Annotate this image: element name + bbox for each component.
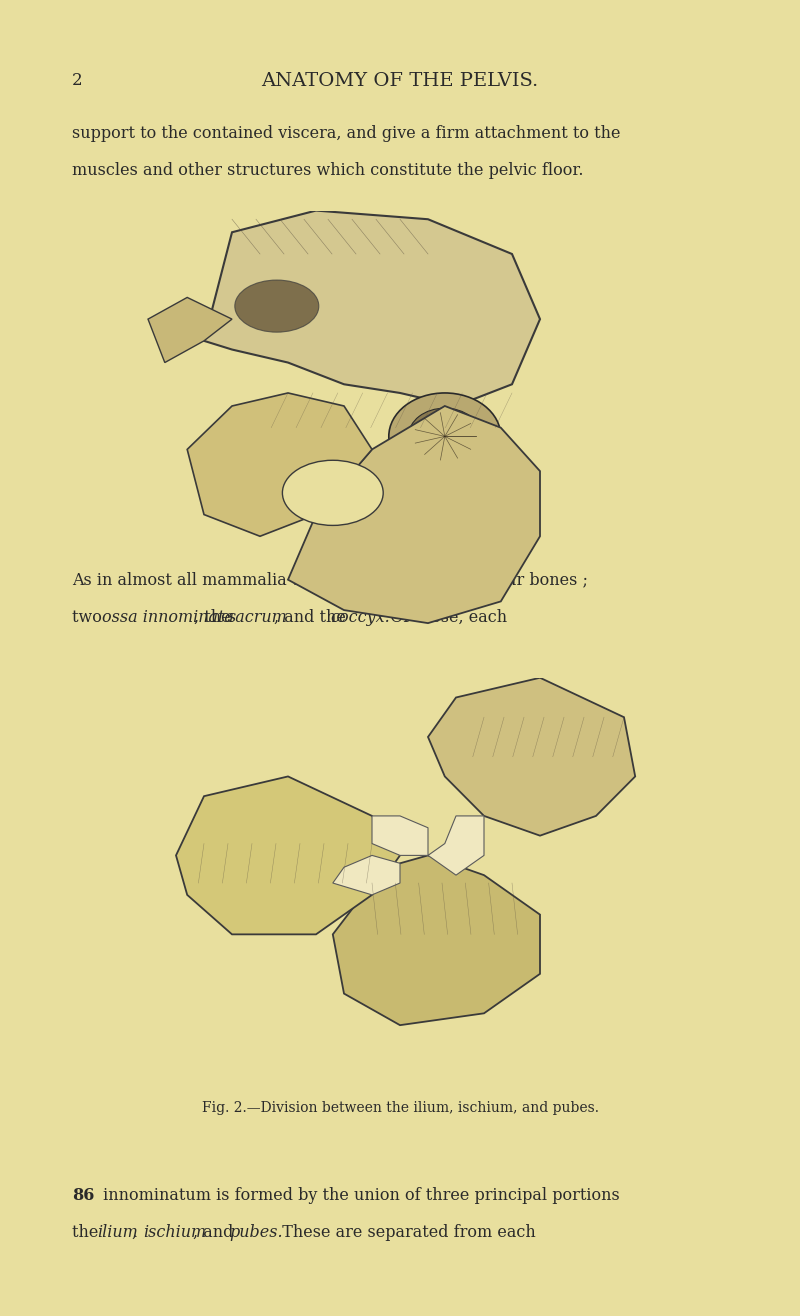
Text: Of these, each: Of these, each	[380, 609, 507, 626]
Polygon shape	[333, 855, 400, 895]
Text: As in almost all mammalia the pelvis is made up of four bones ;: As in almost all mammalia the pelvis is …	[72, 572, 588, 590]
Polygon shape	[176, 776, 400, 934]
Ellipse shape	[234, 280, 318, 332]
Text: innominatum is formed by the union of three principal portions: innominatum is formed by the union of th…	[98, 1187, 620, 1204]
Polygon shape	[204, 211, 540, 405]
Text: ilium: ilium	[97, 1224, 138, 1241]
Text: Fig. 2.—Division between the ilium, ischium, and pubes.: Fig. 2.—Division between the ilium, isch…	[202, 1101, 598, 1116]
Text: ossa innominata: ossa innominata	[102, 609, 234, 626]
Text: ANATOMY OF THE PELVIS.: ANATOMY OF THE PELVIS.	[262, 72, 538, 91]
Polygon shape	[288, 405, 540, 624]
Polygon shape	[148, 297, 232, 362]
Text: 86: 86	[72, 1187, 94, 1204]
Polygon shape	[187, 393, 372, 537]
Text: two: two	[72, 609, 107, 626]
Text: Fig. 1.—Os innominatum.: Fig. 1.—Os innominatum.	[310, 537, 490, 551]
Text: sacrum: sacrum	[228, 609, 288, 626]
Text: These are separated from each: These are separated from each	[272, 1224, 536, 1241]
Polygon shape	[372, 816, 428, 855]
Ellipse shape	[282, 461, 383, 525]
Text: , the: , the	[194, 609, 235, 626]
Text: the: the	[72, 1224, 103, 1241]
Text: pubes.: pubes.	[230, 1224, 283, 1241]
Text: , and: , and	[193, 1224, 238, 1241]
Text: , and the: , and the	[274, 609, 350, 626]
Text: ,: ,	[132, 1224, 142, 1241]
Text: coccyx.: coccyx.	[330, 609, 390, 626]
Ellipse shape	[409, 408, 482, 465]
Text: support to the contained viscera, and give a firm attachment to the: support to the contained viscera, and gi…	[72, 125, 621, 142]
Text: ischium: ischium	[143, 1224, 206, 1241]
Polygon shape	[428, 816, 484, 875]
Polygon shape	[333, 855, 540, 1025]
Polygon shape	[428, 678, 635, 836]
Text: muscles and other structures which constitute the pelvic floor.: muscles and other structures which const…	[72, 162, 583, 179]
Text: 2: 2	[72, 72, 82, 89]
Ellipse shape	[389, 393, 501, 480]
